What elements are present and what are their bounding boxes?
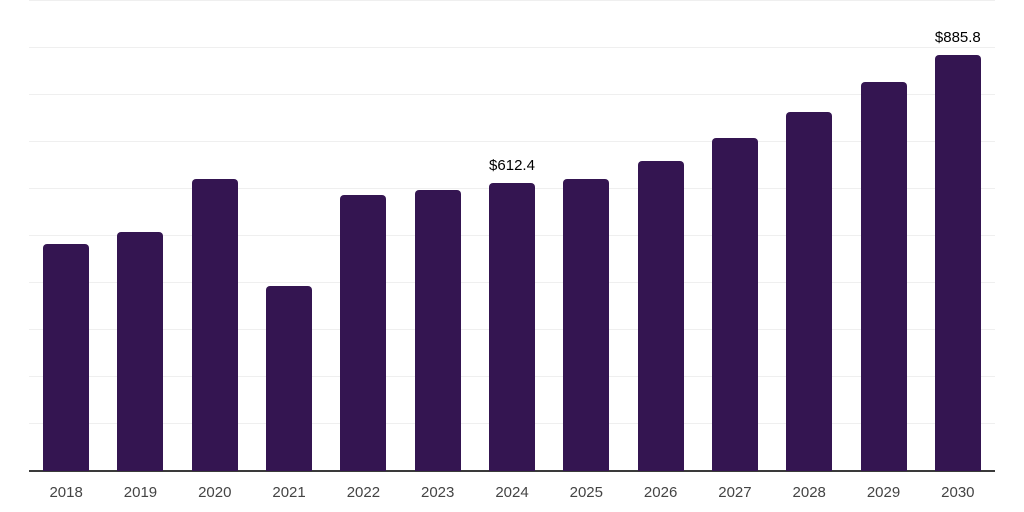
bar-2026 [637, 160, 684, 471]
x-axis-label-2027: 2027 [718, 484, 752, 501]
bar-2025 [563, 178, 610, 471]
x-axis-line [29, 470, 995, 472]
bar-2027 [711, 137, 758, 471]
bar-2019 [117, 232, 164, 471]
bar-2022 [340, 194, 387, 471]
gridline-800 [29, 94, 995, 95]
bar-2024 [489, 183, 535, 471]
bar-2030 [934, 54, 981, 471]
bar-2021 [266, 286, 313, 471]
x-axis-label-2022: 2022 [346, 484, 381, 501]
x-axis-label-2020: 2020 [198, 484, 232, 501]
bar-2029 [860, 82, 907, 471]
x-axis-label-2026: 2026 [643, 484, 678, 501]
x-axis-label-2028: 2028 [792, 484, 826, 501]
bar-2018 [43, 244, 90, 471]
data-label-2030: $885.8 [934, 28, 981, 46]
x-axis-label-2023: 2023 [421, 484, 455, 501]
x-axis-label-2018: 2018 [49, 484, 83, 501]
gridline-900 [29, 47, 995, 48]
x-axis-label-2019: 2019 [123, 484, 158, 501]
bar-2028 [786, 112, 833, 471]
x-axis-label-2030: 2030 [941, 484, 975, 501]
x-axis-label-2025: 2025 [569, 484, 603, 501]
x-axis-label-2021: 2021 [272, 484, 306, 501]
gridline-700 [29, 141, 995, 142]
bar-2020 [191, 178, 238, 471]
x-axis-label-2029: 2029 [866, 484, 901, 501]
data-label-2024: $612.4 [489, 157, 535, 175]
bar-2023 [414, 189, 461, 471]
gridline-1000 [29, 0, 995, 1]
x-axis-label-2024: 2024 [495, 484, 529, 501]
